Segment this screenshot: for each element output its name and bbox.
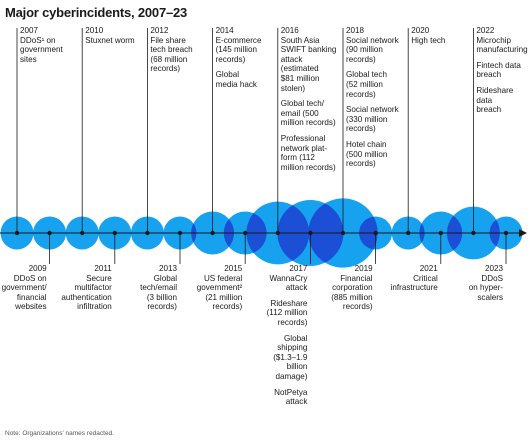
event-description: South Asia SWIFT banking attack (estimat… — [280, 35, 337, 93]
year-marker-2020 — [406, 230, 411, 236]
event-year: 2016 — [280, 26, 299, 35]
year-marker-2013 — [177, 230, 183, 236]
event-description: DDoS¹ on government sites — [20, 35, 63, 64]
event-description: Hotel chain (500 million records) — [346, 139, 388, 169]
event-year: 2010 — [85, 26, 104, 35]
event-year: 2012 — [150, 26, 169, 35]
event-description: Professional network plat- form (112 mil… — [280, 133, 336, 172]
event-year: 2022 — [476, 26, 495, 35]
bubble-overlap-2016-2017 — [277, 201, 310, 265]
event-year: 2020 — [411, 26, 430, 35]
event-description: WannaCry attack — [269, 273, 308, 293]
event-label-2011: 2011 Secure multifactor authentication in… — [61, 264, 111, 312]
event-label-2012: 2012 File share tech breach (68 million r… — [150, 26, 192, 74]
event-label-2017: 2017 WannaCry attack Rideshare (112 millio… — [267, 264, 308, 407]
event-label-2023: 2023 DDoS on hyper- scalers — [469, 264, 503, 302]
event-description: Social network (90 million records) — [346, 35, 399, 64]
event-label-2010: 2010 Stuxnet worm — [85, 26, 134, 45]
event-label-2022: 2022 Microchip manufacturing Fintech data … — [476, 26, 530, 115]
event-description: Microchip manufacturing — [476, 35, 528, 55]
year-marker-2010 — [80, 230, 85, 236]
year-marker-2022 — [471, 230, 476, 236]
event-description: DDoS on government/ financial websites — [1, 273, 47, 312]
year-marker-2014 — [210, 230, 215, 236]
event-description: Global media hack — [215, 70, 257, 89]
event-year: 2021 — [419, 264, 438, 273]
year-marker-2012 — [145, 230, 150, 236]
event-label-2007: 2007 DDoS¹ on government sites — [20, 26, 63, 64]
event-label-2016: 2016 South Asia SWIFT banking attack (est… — [281, 26, 337, 172]
year-marker-2016 — [275, 230, 280, 236]
year-marker-2023 — [503, 230, 509, 236]
event-year: 2018 — [346, 26, 365, 35]
event-label-2015: 2015 US federal government² (21 million r… — [197, 264, 242, 312]
event-description: E-commerce (145 million records) — [215, 35, 262, 64]
year-marker-2009 — [47, 230, 52, 236]
year-marker-2017 — [308, 230, 313, 236]
event-description: Global tech/ email (500 million records) — [280, 99, 336, 128]
chart-note: Note: Organizations' names redacted. — [5, 430, 114, 437]
year-marker-2011 — [112, 230, 118, 236]
bubble-overlap-2022-2023 — [489, 216, 500, 250]
event-year: 2015 — [224, 264, 243, 273]
event-year: 2023 — [484, 264, 503, 273]
event-description: NotPetya attack — [274, 387, 308, 407]
event-description: Global tech/email (3 billion records) — [140, 273, 177, 312]
event-description: Rideshare data breach — [476, 85, 514, 115]
event-description: Secure multifactor authentication infilt… — [61, 273, 112, 312]
timeline-arrow-icon — [519, 229, 527, 237]
year-marker-2021 — [438, 230, 443, 236]
event-label-2020: 2020 High tech — [411, 26, 445, 45]
event-year: 2007 — [20, 26, 39, 35]
event-year: 2019 — [354, 264, 373, 273]
event-description: Critical infrastructure — [390, 273, 438, 293]
event-year: 2009 — [28, 264, 47, 273]
event-year: 2017 — [289, 264, 308, 273]
event-label-2018: 2018 Social network (90 million records) G… — [346, 26, 399, 169]
year-marker-2019 — [373, 230, 378, 236]
event-year: 2014 — [215, 26, 234, 35]
event-description: Global shipping ($1.3–1.9 billion damage… — [273, 333, 308, 381]
chart-title: Major cyberincidents, 2007–23 — [5, 5, 188, 20]
event-year: 2013 — [158, 264, 177, 273]
event-label-2013: 2013 Global tech/email (3 billion records… — [140, 264, 177, 312]
event-description: Social network (330 million records) — [346, 105, 399, 134]
event-description: High tech — [411, 35, 446, 45]
event-description: Financial corporation (885 million recor… — [331, 273, 373, 312]
event-description: File share tech breach (68 million recor… — [150, 35, 193, 74]
event-year: 2011 — [94, 264, 112, 273]
event-label-2009: 2009 DDoS on government/ financial websit… — [2, 264, 47, 312]
event-description: Rideshare (112 million records) — [266, 298, 308, 327]
event-description: US federal government² (21 million recor… — [196, 273, 243, 312]
event-label-2021: 2021 Critical infrastructure — [391, 264, 438, 293]
event-description: DDoS on hyper- scalers — [468, 273, 503, 302]
year-marker-2015 — [243, 230, 248, 236]
year-marker-2018 — [340, 230, 346, 236]
event-label-2019: 2019 Financial corporation (885 million r… — [331, 264, 372, 312]
event-label-2014: 2014 E-commerce (145 million records) Glob… — [216, 26, 262, 90]
event-description: Global tech (52 million records) — [346, 70, 387, 99]
event-description: Stuxnet worm — [85, 35, 135, 45]
event-description: Fintech data breach — [476, 60, 521, 80]
year-marker-2007 — [14, 230, 20, 236]
